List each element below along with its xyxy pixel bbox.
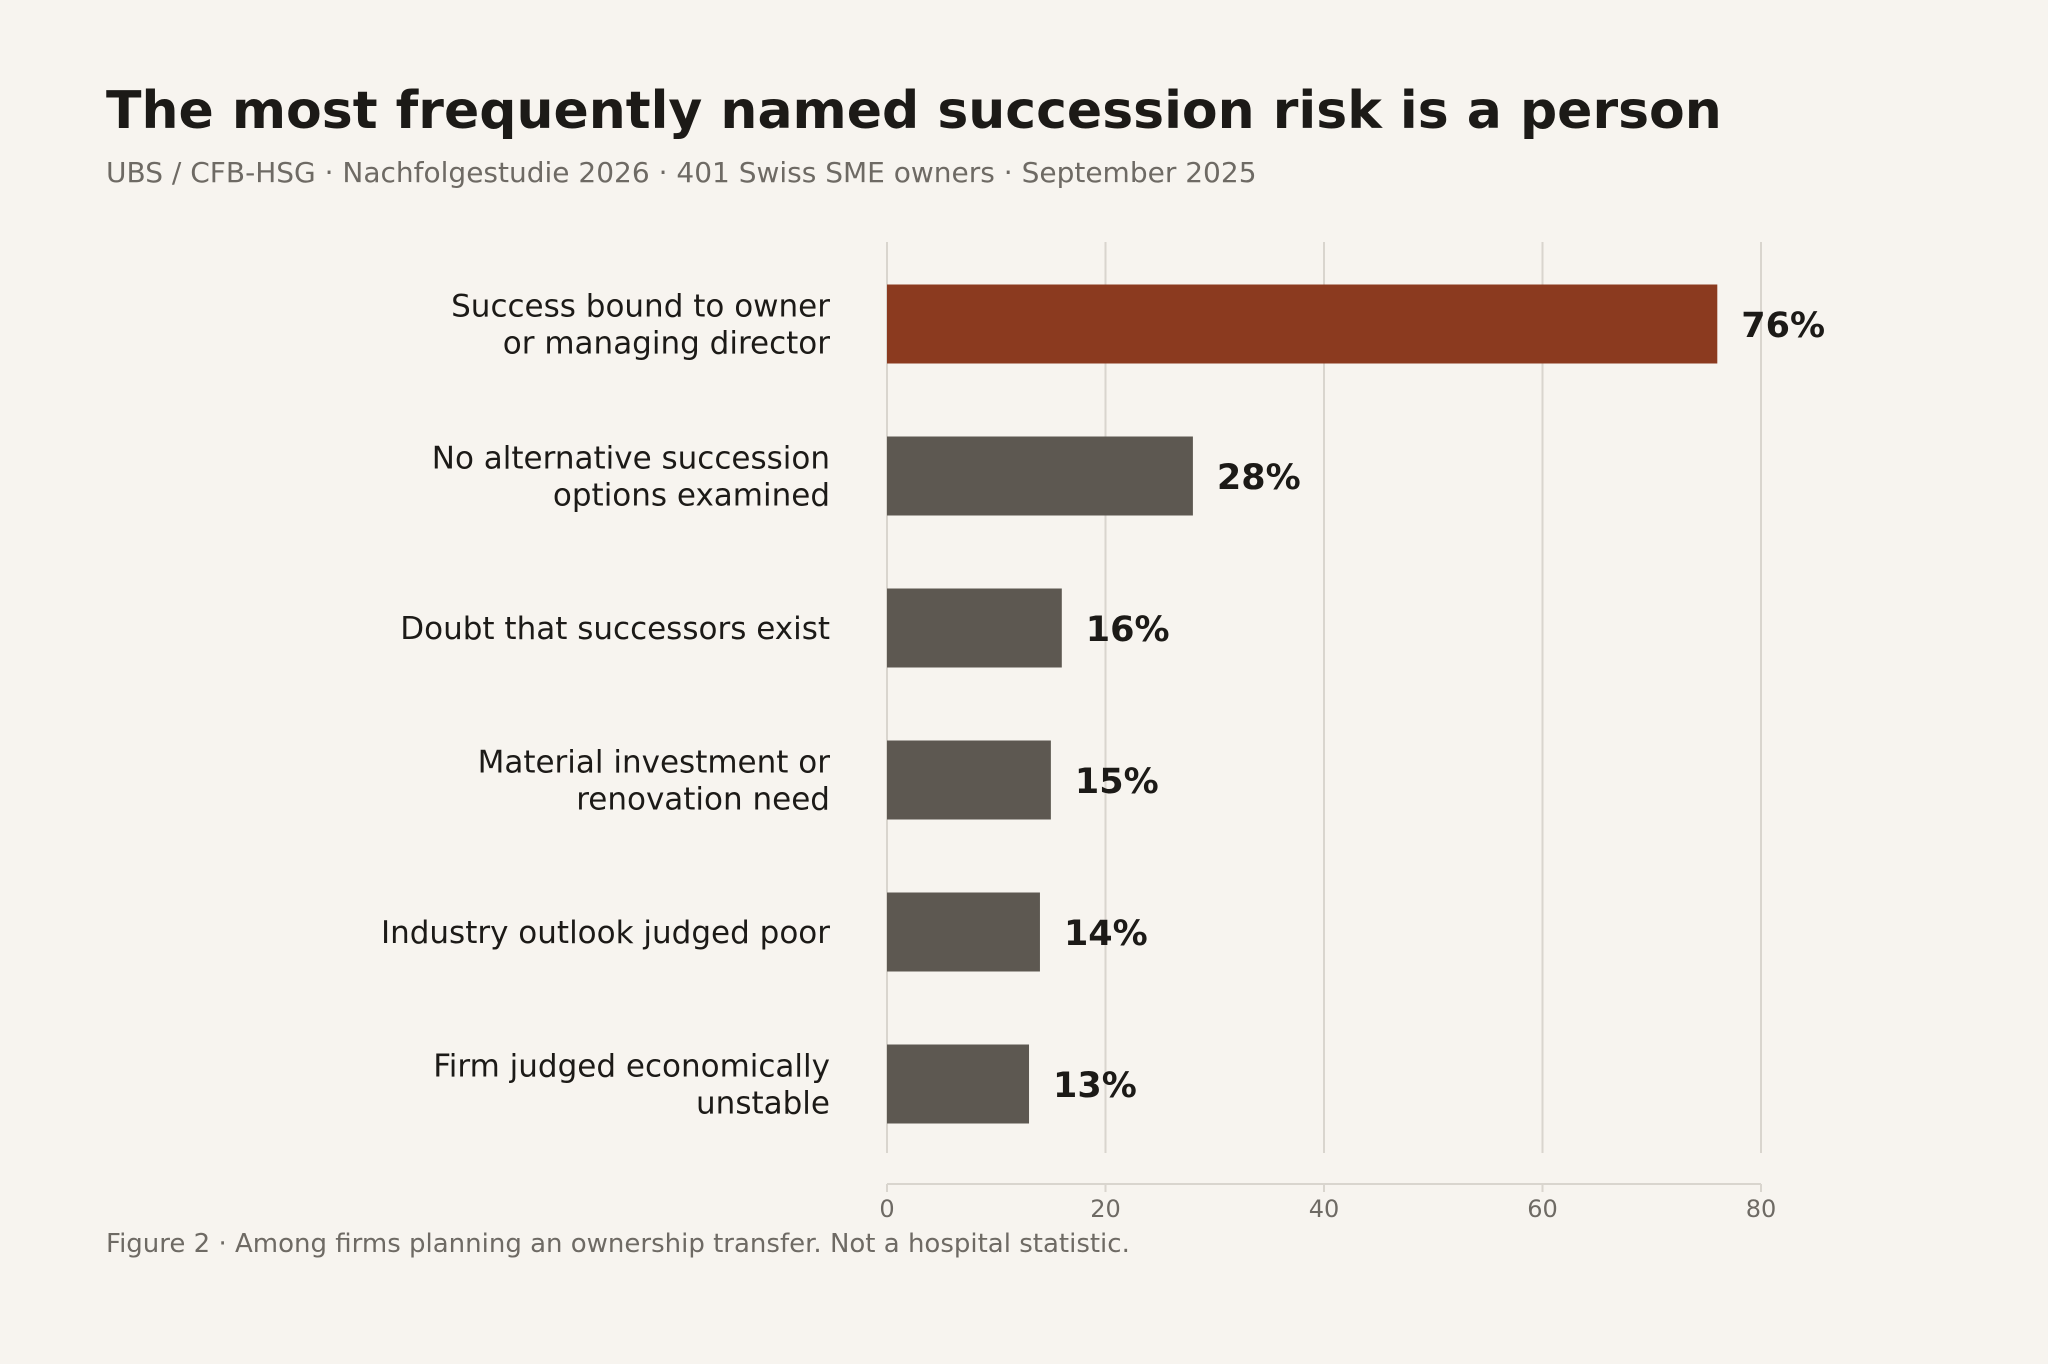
value-label: 14% (1064, 914, 1148, 954)
x-tick-label: 20 (1090, 1195, 1121, 1223)
chart-subtitle: UBS / CFB-HSG · Nachfolgestudie 2026 · 4… (106, 156, 1257, 189)
category-label: No alternative succession (432, 441, 830, 477)
value-label: 15% (1075, 762, 1159, 802)
x-tick-label: 80 (1746, 1195, 1777, 1223)
x-tick-label: 60 (1527, 1195, 1558, 1223)
chart-title: The most frequently named succession ris… (106, 81, 1722, 141)
x-axis: 0 20 40 60 80 (879, 1183, 1777, 1223)
bar (887, 740, 1051, 820)
bars (887, 284, 1718, 1124)
figure-footnote: Figure 2 · Among firms planning an owner… (106, 1229, 1130, 1259)
category-label: Success bound to owner (451, 289, 830, 325)
category-label: or managing director (503, 326, 830, 362)
x-tick-label: 40 (1309, 1195, 1340, 1223)
value-labels: 76% 28% 16% 15% 14% 13% (1053, 306, 1825, 1106)
category-label: options examined (553, 478, 830, 514)
bar (887, 892, 1040, 972)
value-label: 16% (1086, 610, 1170, 650)
category-label: renovation need (576, 782, 830, 818)
bar (887, 436, 1193, 516)
value-label: 28% (1217, 458, 1301, 498)
category-label: Firm judged economically (433, 1049, 830, 1085)
category-label: Doubt that successors exist (400, 611, 830, 647)
category-label: unstable (696, 1086, 830, 1122)
bar (887, 284, 1718, 364)
bar (887, 1044, 1030, 1124)
category-label: Material investment or (478, 745, 831, 781)
gridlines (886, 242, 1762, 1153)
bar (887, 588, 1062, 668)
category-label: Industry outlook judged poor (381, 915, 830, 951)
value-label: 76% (1741, 306, 1825, 346)
x-tick-label: 0 (879, 1195, 894, 1223)
value-label: 13% (1053, 1066, 1137, 1106)
